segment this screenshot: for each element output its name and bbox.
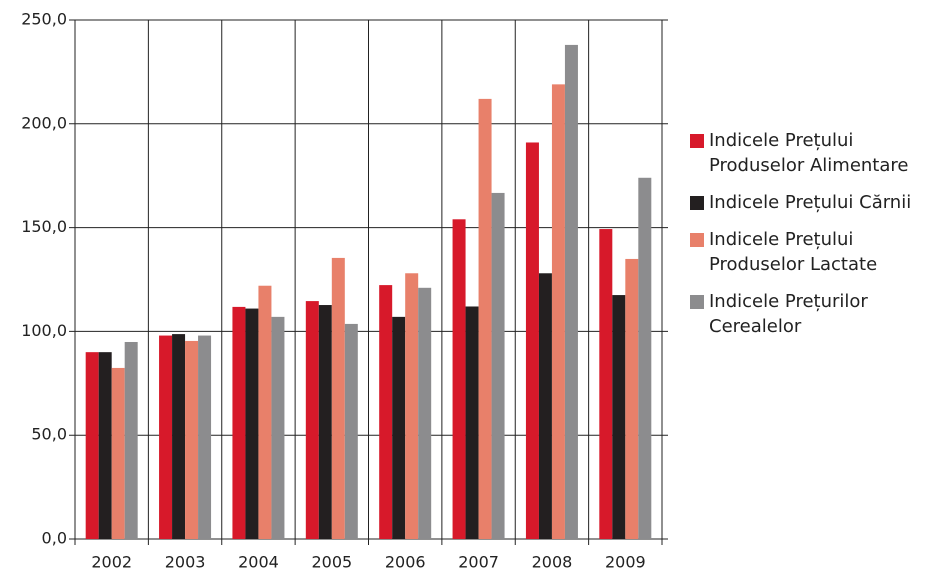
- x-tick-label: 2002: [91, 553, 132, 572]
- legend-swatch: [690, 295, 704, 309]
- bar: [318, 305, 332, 539]
- bar: [98, 352, 112, 539]
- bar: [418, 287, 432, 539]
- legend-swatch: [690, 233, 704, 247]
- y-tick-label: 150,0: [21, 217, 67, 236]
- bar: [392, 316, 406, 539]
- bar: [612, 295, 626, 539]
- legend-item: Indicele Prețului Produselor Lactate: [690, 227, 940, 277]
- x-tick-label: 2009: [605, 553, 646, 572]
- y-tick-label: 50,0: [31, 425, 67, 444]
- x-tick-label: 2003: [165, 553, 206, 572]
- bar: [379, 285, 393, 539]
- x-tick-label: 2004: [238, 553, 279, 572]
- bar: [564, 44, 578, 540]
- legend-item: Indicele Prețului Produselor Alimentare: [690, 128, 940, 178]
- bar: [491, 192, 505, 540]
- x-tick-label: 2007: [458, 553, 499, 572]
- legend-label: Indicele Prețului Produselor Lactate: [709, 229, 878, 275]
- bar: [638, 177, 652, 539]
- bar: [85, 352, 99, 539]
- chart: 0,0 50,0 100,0 150,0 200,0 250,0 2002 2003 2004 2…: [21, 10, 668, 572]
- legend-label: Indicele Prețurilor Cerealelor: [709, 291, 868, 337]
- bar: [124, 341, 138, 539]
- legend-label: Indicele Prețului Produselor Alimentare: [709, 130, 909, 176]
- y-tick-label: 100,0: [21, 321, 67, 340]
- bar: [172, 334, 186, 539]
- bar: [344, 323, 358, 539]
- bar: [625, 258, 639, 539]
- bar: [305, 301, 319, 539]
- bar: [465, 306, 479, 539]
- y-tick-label: 0,0: [42, 529, 67, 548]
- y-tick-label: 200,0: [21, 113, 67, 132]
- y-tick-label: 250,0: [21, 10, 67, 29]
- legend-swatch: [690, 196, 704, 210]
- bar: [232, 306, 246, 539]
- bar: [478, 98, 492, 539]
- bar: [525, 142, 539, 539]
- bar: [258, 285, 272, 539]
- legend-item: Indicele Prețurilor Cerealelor: [690, 289, 940, 339]
- bar: [198, 335, 212, 539]
- bar: [331, 257, 345, 539]
- x-tick-label: 2005: [311, 553, 352, 572]
- bar: [551, 84, 565, 539]
- bar: [159, 335, 173, 539]
- x-tick-label: 2006: [385, 553, 426, 572]
- bar: [452, 219, 466, 539]
- bar: [185, 340, 199, 539]
- bar: [271, 316, 285, 539]
- legend-item: Indicele Prețului Cărnii: [690, 190, 940, 215]
- bar: [111, 367, 125, 539]
- legend-swatch: [690, 134, 704, 148]
- legend-label: Indicele Prețului Cărnii: [709, 192, 912, 213]
- bar: [245, 308, 259, 539]
- bar: [405, 273, 419, 539]
- bar: [538, 273, 552, 539]
- bar: [599, 229, 613, 539]
- legend: Indicele Prețului Produselor Alimentare I…: [690, 128, 940, 351]
- x-tick-label: 2008: [532, 553, 573, 572]
